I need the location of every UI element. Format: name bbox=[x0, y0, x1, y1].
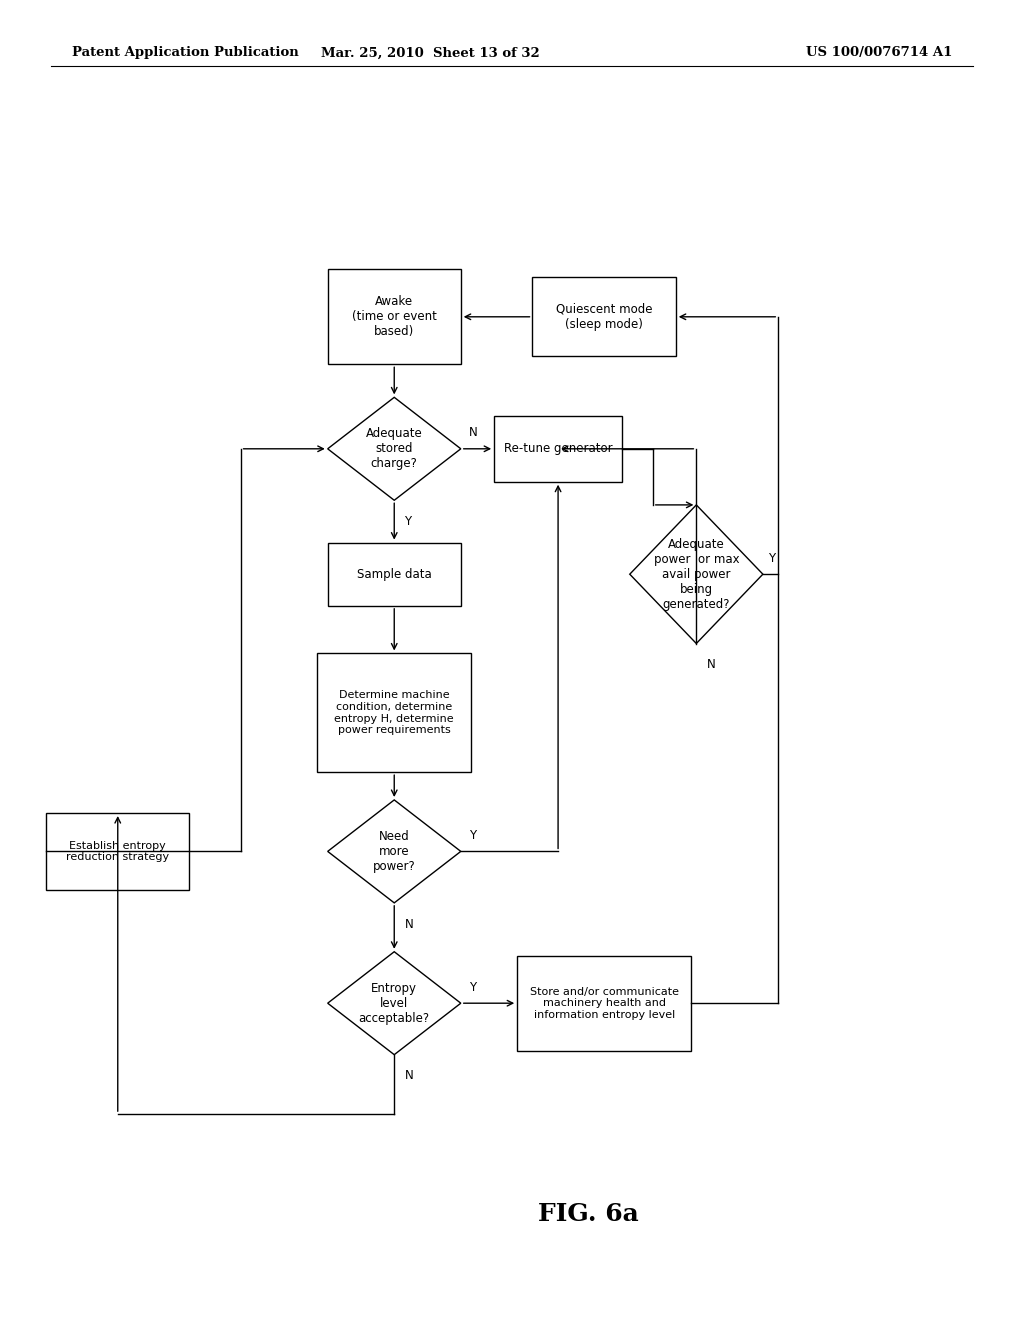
Text: Y: Y bbox=[404, 515, 412, 528]
FancyBboxPatch shape bbox=[46, 813, 189, 890]
FancyBboxPatch shape bbox=[328, 543, 461, 606]
Polygon shape bbox=[328, 800, 461, 903]
Text: Establish entropy
reduction strategy: Establish entropy reduction strategy bbox=[67, 841, 169, 862]
Text: Quiescent mode
(sleep mode): Quiescent mode (sleep mode) bbox=[556, 302, 652, 331]
FancyBboxPatch shape bbox=[495, 416, 623, 482]
Text: N: N bbox=[707, 659, 716, 671]
Polygon shape bbox=[328, 952, 461, 1055]
Text: Adequate
stored
charge?: Adequate stored charge? bbox=[366, 428, 423, 470]
Text: Store and/or communicate
machinery health and
information entropy level: Store and/or communicate machinery healt… bbox=[529, 986, 679, 1020]
Polygon shape bbox=[328, 397, 461, 500]
Text: Patent Application Publication: Patent Application Publication bbox=[72, 46, 298, 59]
Text: N: N bbox=[469, 426, 478, 440]
Text: Re-tune generator: Re-tune generator bbox=[504, 442, 612, 455]
Text: Y: Y bbox=[469, 981, 476, 994]
Text: US 100/0076714 A1: US 100/0076714 A1 bbox=[806, 46, 952, 59]
Text: Entropy
level
acceptable?: Entropy level acceptable? bbox=[358, 982, 430, 1024]
Text: N: N bbox=[404, 1069, 414, 1082]
Text: Y: Y bbox=[768, 552, 775, 565]
Text: Y: Y bbox=[469, 829, 476, 842]
Text: Sample data: Sample data bbox=[357, 568, 431, 581]
FancyBboxPatch shape bbox=[532, 277, 676, 356]
FancyBboxPatch shape bbox=[317, 653, 471, 772]
FancyBboxPatch shape bbox=[517, 956, 691, 1051]
Text: FIG. 6a: FIG. 6a bbox=[539, 1203, 639, 1226]
Text: Mar. 25, 2010  Sheet 13 of 32: Mar. 25, 2010 Sheet 13 of 32 bbox=[321, 46, 540, 59]
FancyBboxPatch shape bbox=[328, 269, 461, 364]
Polygon shape bbox=[630, 506, 763, 644]
Text: Need
more
power?: Need more power? bbox=[373, 830, 416, 873]
Text: Adequate
power  or max
avail power
being
generated?: Adequate power or max avail power being … bbox=[653, 537, 739, 611]
Text: Awake
(time or event
based): Awake (time or event based) bbox=[352, 296, 436, 338]
Text: Determine machine
condition, determine
entropy H, determine
power requirements: Determine machine condition, determine e… bbox=[335, 690, 454, 735]
Text: N: N bbox=[404, 917, 414, 931]
